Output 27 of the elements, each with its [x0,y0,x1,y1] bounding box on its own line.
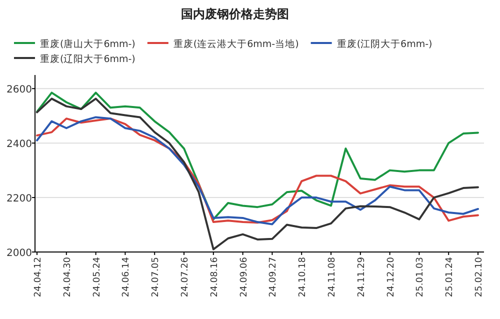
y-tick-label: 2400 [6,139,32,150]
y-tick-label: 2200 [6,194,32,205]
x-tick-label: 25.02.10 [474,256,484,298]
x-tick-label: 24.10.18 [298,256,308,298]
chart-title: 国内废钢价格走势图 [181,7,289,21]
x-tick-label: 24.04.12 [34,257,44,298]
x-tick-label: 25.01.03 [416,257,426,298]
x-tick-label: 24.09.27 [268,257,279,298]
x-tick-label: 24.05.24 [92,256,102,298]
x-tick-label: 24.11.29 [356,256,367,298]
legend-label: 重废(江阴大于6mm-) [336,38,432,50]
legend-label: 重废(唐山大于6mm-) [40,38,136,50]
x-tick-label: 24.07.26 [180,256,190,298]
x-tick-label: 24.07.05 [151,257,162,298]
x-tick-label: 24.11.08 [328,256,338,298]
legend-label: 重废(辽阳大于6mm-) [40,53,136,65]
y-tick-label: 2000 [6,248,32,259]
x-tick-label: 24.08.16 [210,256,220,298]
line-series [36,98,479,250]
x-tick-label: 25.01.24 [445,256,456,298]
legend-label: 重废(连云港大于6mm-当地) [173,38,299,50]
x-tick-label: 24.04.30 [62,256,73,298]
x-tick-label: 24.09.06 [239,256,250,298]
line-series [36,92,479,220]
y-tick-label: 2600 [6,84,32,96]
x-tick-label: 24.06.14 [122,256,132,298]
x-tick-label: 24.12.20 [386,256,396,298]
